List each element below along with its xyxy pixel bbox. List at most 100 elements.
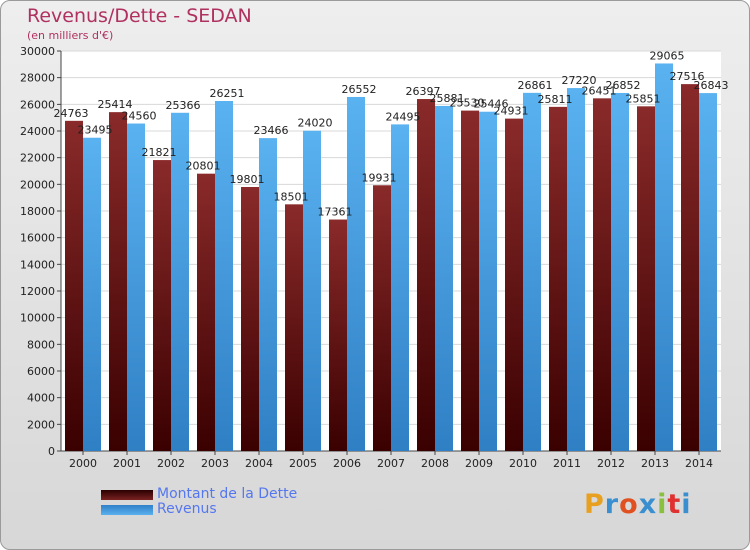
bar-revenus [523, 92, 541, 451]
data-label: 23495 [78, 124, 113, 137]
bar-revenus [655, 63, 673, 451]
data-label: 24495 [386, 110, 421, 123]
x-tick-label: 2009 [465, 457, 493, 470]
y-tick-label: 4000 [27, 392, 55, 405]
bar-revenus [435, 105, 453, 452]
data-label: 25366 [166, 99, 201, 112]
legend-label-revenus: Revenus [157, 501, 217, 517]
data-label: 29065 [650, 49, 685, 62]
bar-dette [593, 98, 611, 451]
y-tick-label: 24000 [20, 125, 55, 138]
legend-label-dette: Montant de la Dette [157, 486, 298, 502]
data-label: 24560 [122, 110, 157, 123]
bar-revenus [699, 93, 717, 452]
bar-revenus [127, 123, 145, 452]
x-tick-label: 2003 [201, 457, 229, 470]
data-label: 21821 [142, 146, 177, 159]
bar-revenus [479, 111, 497, 451]
data-label: 26843 [694, 79, 729, 92]
x-tick-label: 2010 [509, 457, 537, 470]
data-label: 24931 [494, 105, 529, 118]
data-label: 26397 [406, 85, 441, 98]
data-label: 24020 [298, 117, 333, 130]
logo-letter: x [638, 489, 658, 520]
bar-dette [65, 120, 83, 452]
logo-letter: P [584, 489, 605, 520]
y-tick-label: 28000 [20, 72, 55, 85]
y-tick-label: 8000 [27, 338, 55, 351]
data-label: 23466 [254, 124, 289, 137]
bar-dette [329, 219, 347, 451]
bar-revenus [391, 124, 409, 452]
x-tick-label: 2012 [597, 457, 625, 470]
x-tick-label: 2014 [685, 457, 713, 470]
y-tick-label: 12000 [20, 285, 55, 298]
bar-dette [373, 185, 391, 451]
data-label: 18501 [274, 190, 309, 203]
y-tick-label: 22000 [20, 152, 55, 165]
bar-dette [241, 187, 259, 451]
bar-dette [109, 112, 127, 451]
logo-letter: t [667, 489, 682, 520]
y-tick-label: 10000 [20, 312, 55, 325]
legend-swatch-revenus [101, 505, 153, 515]
y-tick-label: 26000 [20, 98, 55, 111]
bar-revenus [347, 96, 365, 452]
bar-dette [461, 110, 479, 451]
bar-dette [197, 173, 215, 451]
y-tick-label: 20000 [20, 178, 55, 191]
x-tick-label: 2013 [641, 457, 669, 470]
bar-revenus [259, 138, 277, 451]
data-label: 26852 [606, 79, 641, 92]
data-label: 25811 [538, 93, 573, 106]
data-label: 26552 [342, 83, 377, 96]
y-tick-label: 2000 [27, 418, 55, 431]
data-label: 26861 [518, 79, 553, 92]
data-label: 17361 [318, 206, 353, 219]
x-tick-label: 2008 [421, 457, 449, 470]
data-label: 20801 [186, 160, 221, 173]
y-tick-label: 0 [48, 445, 55, 458]
bar-revenus [215, 100, 233, 451]
bar-revenus [611, 92, 629, 452]
data-label: 24763 [54, 107, 89, 120]
x-tick-label: 2006 [333, 457, 361, 470]
bar-revenus [303, 130, 321, 451]
data-label: 25414 [98, 98, 133, 111]
y-tick-label: 18000 [20, 205, 55, 218]
bar-revenus [567, 88, 585, 452]
logo-letter: r [604, 489, 620, 520]
legend-swatch-dette [101, 490, 153, 500]
x-tick-label: 2002 [157, 457, 185, 470]
y-tick-label: 30000 [20, 45, 55, 58]
x-tick-label: 2001 [113, 457, 141, 470]
x-tick-label: 2004 [245, 457, 273, 470]
data-label: 25881 [430, 92, 465, 105]
proxiti-logo: Proxiti [584, 489, 692, 520]
data-label: 26451 [582, 84, 617, 97]
chart-subtitle: (en milliers d'€) [27, 29, 114, 42]
bar-dette [153, 160, 171, 452]
data-label: 25530 [450, 97, 485, 110]
logo-letter: o [619, 489, 639, 520]
x-tick-label: 2007 [377, 457, 405, 470]
chart-title: Revenus/Dette - SEDAN [27, 5, 252, 27]
y-tick-label: 6000 [27, 365, 55, 378]
bar-dette [285, 204, 303, 451]
data-label: 19801 [230, 173, 265, 186]
x-tick-label: 2005 [289, 457, 317, 470]
bar-revenus [83, 137, 101, 451]
logo-letter: i [681, 489, 692, 520]
bar-dette [637, 106, 655, 451]
data-label: 26251 [210, 87, 245, 100]
bar-revenus [171, 112, 189, 451]
logo-letter: i [657, 489, 668, 520]
x-tick-label: 2000 [69, 457, 97, 470]
data-label: 25851 [626, 92, 661, 105]
data-label: 27220 [562, 74, 597, 87]
y-tick-label: 14000 [20, 258, 55, 271]
x-tick-label: 2011 [553, 457, 581, 470]
bar-dette [417, 99, 435, 451]
